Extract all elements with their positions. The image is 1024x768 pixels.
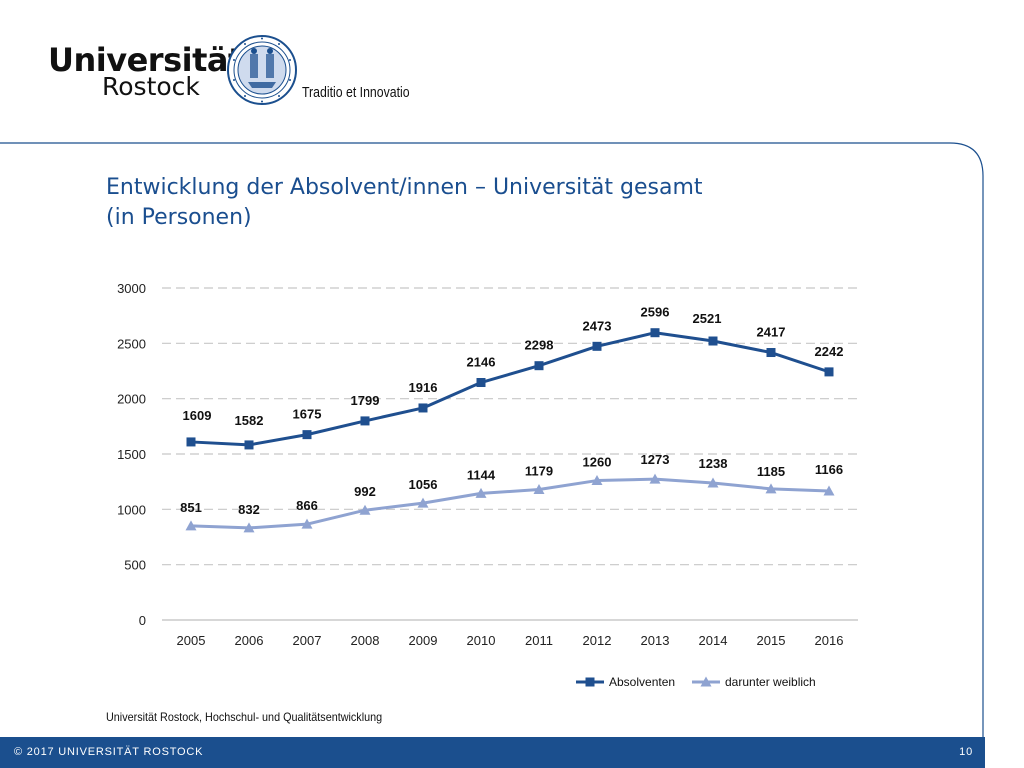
data-labels: 1609 1582 1675 1799 1916 2146 2298 2473 2596 2521…	[180, 305, 843, 517]
x-tick-label: 2008	[351, 633, 380, 648]
legend-label: darunter weiblich	[725, 675, 816, 689]
y-tick-label: 2000	[117, 392, 146, 407]
legend-label: Absolventen	[609, 675, 675, 689]
data-label: 1179	[525, 464, 553, 479]
data-label: 1185	[757, 464, 785, 479]
data-point	[592, 341, 602, 351]
data-label: 992	[354, 484, 376, 499]
logo-rostock: Rostock	[102, 72, 200, 101]
data-label: 1582	[235, 413, 264, 428]
data-point	[650, 328, 660, 338]
data-point	[301, 518, 313, 529]
chart-grid	[162, 287, 858, 621]
data-label: 1144	[467, 467, 496, 482]
data-label: 1799	[351, 393, 380, 408]
page-number: 10	[959, 746, 973, 758]
source-note: Universität Rostock, Hochschul- und Qual…	[106, 710, 383, 724]
data-point	[476, 378, 486, 388]
x-tick-label: 2012	[583, 633, 612, 648]
footer-bar: © 2017 UNIVERSITÄT ROSTOCK 10	[0, 737, 985, 768]
legend-marker	[585, 677, 595, 687]
data-label: 1238	[699, 456, 728, 471]
data-label: 2242	[815, 344, 844, 359]
data-label: 1916	[409, 380, 438, 395]
data-point	[824, 367, 834, 377]
header: Universität Rostock Traditio et Innovati…	[0, 0, 1024, 140]
data-label: 1260	[583, 455, 612, 470]
footer-copyright: © 2017 UNIVERSITÄT ROSTOCK	[14, 746, 204, 758]
data-point	[649, 473, 661, 484]
x-tick-label: 2010	[467, 633, 496, 648]
data-label: 2596	[641, 305, 670, 320]
x-tick-label: 2016	[815, 633, 844, 648]
data-point	[534, 361, 544, 371]
data-label: 851	[180, 500, 202, 515]
data-label: 2417	[757, 325, 786, 340]
x-tick-label: 2011	[525, 633, 553, 648]
chart-legend: Absolventen darunter weiblich	[576, 675, 816, 689]
university-seal-icon	[227, 35, 297, 105]
data-label: 2521	[693, 311, 722, 326]
data-label: 1056	[409, 477, 438, 492]
x-tick-label: 2014	[699, 633, 728, 648]
data-point	[765, 483, 777, 494]
x-tick-label: 2009	[409, 633, 438, 648]
data-point	[418, 403, 428, 413]
data-point	[243, 522, 255, 533]
data-point	[359, 504, 371, 515]
x-tick-label: 2013	[641, 633, 670, 648]
legend-marker	[700, 676, 712, 687]
x-axis-ticks: 2005 2006 2007 2008 2009 2010 2011 2012 2013 2014…	[177, 633, 844, 648]
data-point	[475, 487, 487, 498]
title-line-1: Entwicklung der Absolvent/innen – Univer…	[106, 175, 703, 200]
data-point	[302, 430, 312, 440]
data-point	[360, 416, 370, 426]
data-point	[533, 484, 545, 495]
data-label: 866	[296, 498, 318, 513]
y-tick-label: 500	[124, 558, 146, 573]
y-tick-label: 3000	[117, 281, 146, 296]
y-axis-ticks: 0 500 1000 1500 2000 2500 3000	[117, 281, 146, 628]
data-label: 2473	[583, 318, 612, 333]
data-point	[417, 497, 429, 508]
data-point	[766, 348, 776, 358]
x-tick-label: 2005	[177, 633, 206, 648]
data-label: 1609	[183, 408, 212, 423]
data-point	[185, 520, 197, 531]
data-label: 1675	[293, 407, 322, 422]
data-point	[591, 475, 603, 486]
data-label: 2298	[525, 338, 554, 353]
data-point	[707, 477, 719, 488]
data-label: 832	[238, 502, 260, 517]
x-tick-label: 2006	[235, 633, 264, 648]
y-tick-label: 1000	[117, 502, 146, 517]
y-tick-label: 1500	[117, 447, 146, 462]
x-tick-label: 2007	[293, 633, 322, 648]
motto: Traditio et Innovatio	[302, 84, 410, 101]
title-line-2: (in Personen)	[106, 205, 252, 230]
data-label: 2146	[467, 355, 496, 370]
page-title: Entwicklung der Absolvent/innen – Univer…	[106, 173, 866, 233]
chart-series	[185, 328, 835, 533]
logo-university: Universität	[48, 41, 243, 79]
data-label: 1273	[641, 452, 670, 467]
x-tick-label: 2015	[757, 633, 786, 648]
series-line-weiblich	[190, 477, 830, 530]
data-point	[186, 437, 196, 447]
data-point	[244, 440, 254, 450]
y-tick-label: 0	[139, 613, 146, 628]
data-point	[708, 336, 718, 346]
y-tick-label: 2500	[117, 336, 146, 351]
series-line-absolventen	[190, 331, 830, 447]
data-label: 1166	[815, 462, 843, 477]
data-point	[823, 485, 835, 496]
